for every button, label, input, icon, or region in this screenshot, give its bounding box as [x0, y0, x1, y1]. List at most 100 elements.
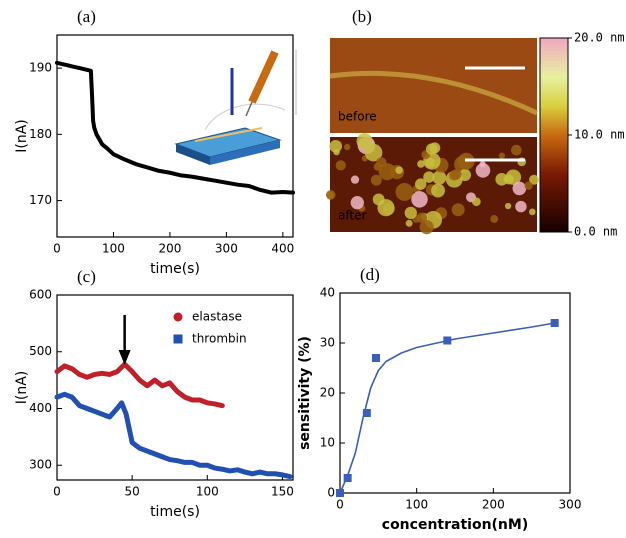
panel-label: (b)	[352, 7, 372, 26]
image-blob	[504, 202, 512, 210]
x-tick-label: 0	[336, 498, 344, 512]
y-tick-label: 600	[29, 288, 52, 302]
y-tick-label: 500	[29, 344, 52, 358]
image-blob	[432, 170, 447, 185]
colorbar-label: 0.0 nm	[574, 225, 617, 239]
y-axis-label: sensitivity (%)	[297, 336, 313, 450]
image-blob	[405, 219, 413, 227]
x-axis-label: time(s)	[150, 504, 200, 520]
marker	[372, 354, 381, 362]
x-tick-label: 200	[482, 498, 505, 512]
image-blob	[419, 220, 434, 235]
data-line	[54, 361, 225, 409]
inset-schematic	[174, 50, 297, 165]
image-blob	[325, 190, 336, 200]
inset-chip-front	[210, 140, 280, 165]
image-blob	[415, 178, 427, 190]
marker	[362, 409, 371, 417]
legend-marker	[173, 334, 183, 344]
image-blob	[395, 166, 403, 174]
image-blob	[404, 206, 417, 220]
arrow-head	[118, 350, 131, 365]
y-tick-label: 30	[320, 336, 335, 350]
data-line	[339, 322, 556, 494]
image-blob	[459, 169, 472, 182]
y-axis-label: I(nA)	[14, 371, 30, 405]
image-before	[330, 38, 537, 133]
x-tick-label: 300	[215, 242, 238, 256]
image-blob	[515, 200, 527, 213]
plot-frame	[339, 292, 571, 494]
image-blob	[524, 181, 533, 190]
fiber	[329, 70, 539, 116]
image-blob	[529, 174, 540, 185]
image-blob	[370, 174, 382, 186]
inset-arc	[204, 103, 286, 131]
image-blob	[364, 143, 383, 162]
image-blob	[475, 163, 491, 178]
image-blob	[503, 174, 514, 185]
image-blob	[343, 143, 351, 151]
x-tick-label: 150	[271, 485, 294, 499]
image-blob	[451, 169, 462, 180]
plot-frame	[56, 294, 294, 481]
colorbar-label: 10.0 nm	[574, 128, 625, 142]
inset-wire	[194, 127, 263, 142]
panel-label: (c)	[77, 267, 96, 286]
x-tick-label: 200	[158, 242, 181, 256]
data-line	[55, 60, 295, 195]
y-tick-label: 170	[29, 193, 52, 207]
inset-chip-side	[176, 144, 210, 165]
image-blob	[529, 208, 536, 216]
y-axis-label: I(nA)	[14, 119, 30, 153]
image-blob	[498, 152, 506, 159]
x-tick-label: 100	[102, 242, 125, 256]
legend-label: thrombin	[192, 332, 247, 346]
y-tick-label: 40	[320, 286, 335, 300]
image-blob	[471, 197, 481, 207]
image-blob	[512, 181, 527, 196]
colorbar-label: 20.0 nm	[574, 31, 625, 45]
x-tick-label: 400	[271, 242, 294, 256]
image-blob	[425, 143, 438, 155]
x-tick-label: 100	[196, 485, 219, 499]
image-blob	[377, 199, 395, 217]
data-line	[54, 391, 293, 480]
y-tick-label: 180	[29, 127, 52, 141]
image-blob	[411, 191, 428, 208]
x-tick-label: 50	[125, 485, 140, 499]
image-blob	[417, 160, 425, 168]
inset-syringe	[248, 50, 279, 104]
x-tick-label: 0	[53, 242, 61, 256]
y-tick-label: 20	[320, 386, 335, 400]
annotation: before	[338, 110, 377, 124]
image-blob	[431, 183, 446, 198]
image-blob	[423, 171, 435, 183]
image-blob	[451, 203, 465, 217]
image-blob	[333, 148, 340, 156]
x-tick-label: 0	[53, 485, 61, 499]
x-axis-label: concentration(nM)	[382, 517, 528, 533]
y-tick-label: 300	[29, 458, 52, 472]
panel-label: (a)	[77, 7, 96, 26]
panel-label: (d)	[360, 265, 380, 284]
x-tick-label: 100	[405, 498, 428, 512]
y-tick-label: 190	[29, 61, 52, 75]
x-axis-label: time(s)	[150, 261, 200, 277]
annotation: after	[338, 209, 366, 223]
image-blob	[329, 139, 343, 153]
image-blob	[490, 215, 499, 223]
image-blob	[335, 160, 346, 171]
image-blob	[378, 163, 396, 181]
plot-frame	[56, 34, 294, 238]
image-blob	[395, 183, 414, 201]
legend-marker	[173, 312, 183, 322]
y-tick-label: 0	[327, 486, 335, 500]
inset-needle	[245, 101, 253, 117]
image-blob	[356, 133, 373, 150]
image-blob	[350, 175, 360, 184]
image-blob	[350, 196, 364, 210]
legend-label: elastase	[192, 310, 242, 324]
image-blob	[511, 144, 522, 156]
